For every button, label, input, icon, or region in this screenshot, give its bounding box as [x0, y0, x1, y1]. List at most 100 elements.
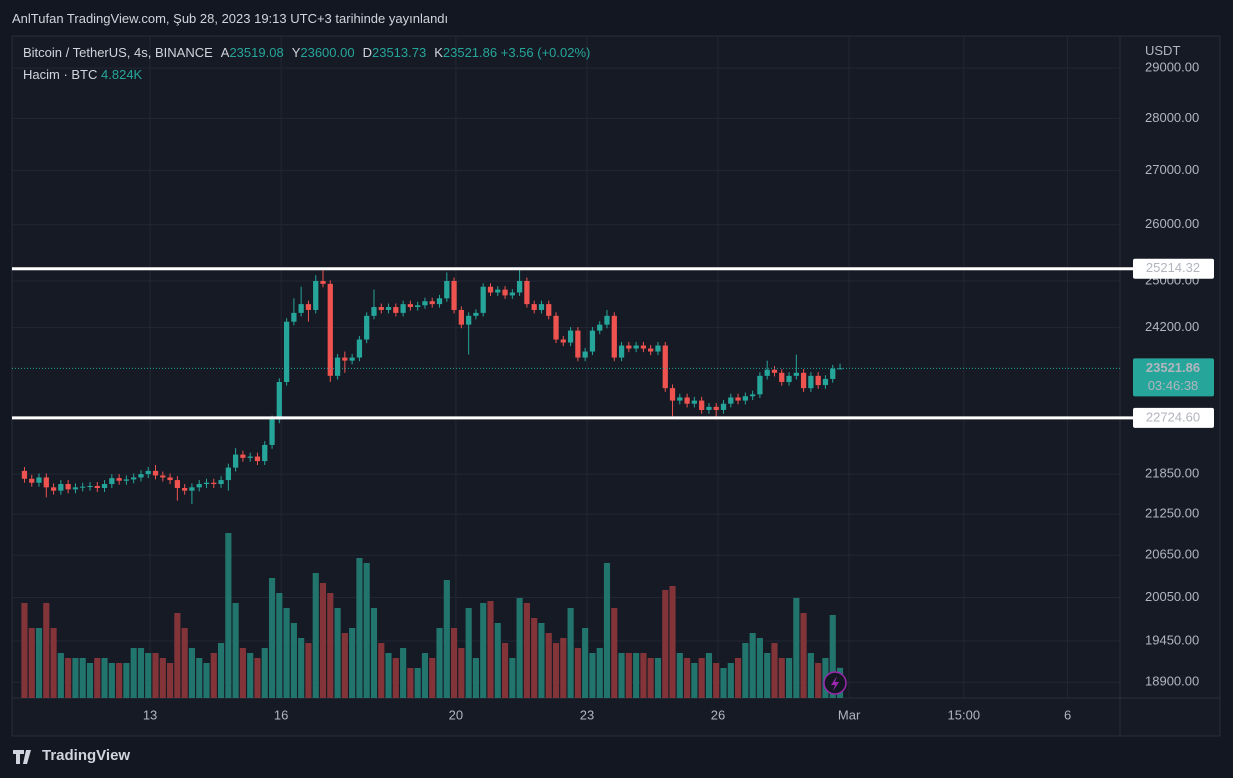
- y-tick-label: 26000.00: [1145, 216, 1199, 231]
- volume-bar: [421, 653, 429, 698]
- volume-bar: [370, 608, 378, 698]
- x-tick-label: 23: [580, 707, 594, 722]
- volume-bar: [727, 663, 734, 698]
- volume-bar: [589, 653, 596, 698]
- volume-bar: [793, 598, 800, 698]
- candle-body: [283, 321, 290, 382]
- symbol: Bitcoin / TetherUS, 4s, BINANCE: [23, 45, 213, 60]
- candle-body: [415, 305, 421, 308]
- candle-body: [385, 307, 392, 310]
- candle-body: [480, 286, 486, 313]
- overlays: 23521.86 03:46:38 25214.32 22724.60: [12, 258, 1214, 428]
- volume-bar: [654, 658, 662, 698]
- candle-body: [735, 397, 741, 401]
- volume-bar: [815, 663, 822, 698]
- publish-title: AnlTufan TradingView.com, Şub 28, 2023 1…: [12, 11, 449, 26]
- volume-bar: [734, 658, 742, 698]
- candle-body: [80, 486, 86, 488]
- candle-body: [327, 283, 333, 376]
- candle-body: [669, 388, 676, 401]
- x-tick-label: 20: [449, 707, 463, 722]
- candle-body: [36, 477, 42, 483]
- candle-body: [567, 330, 574, 343]
- candle-body: [582, 351, 588, 358]
- candle-body: [320, 280, 326, 284]
- candle-body: [123, 479, 130, 481]
- volume-bar: [341, 633, 348, 698]
- candle-body: [633, 345, 639, 349]
- y-tick-label: 28000.00: [1145, 110, 1199, 125]
- candle-body: [189, 487, 195, 491]
- volume-bar: [123, 663, 130, 698]
- volume-bar: [137, 648, 145, 698]
- field-key: K: [434, 45, 443, 60]
- volume-bar: [465, 608, 472, 698]
- candle-body: [429, 301, 435, 305]
- brand: TradingView: [42, 747, 131, 764]
- candle-body: [487, 286, 494, 293]
- candle-body: [305, 304, 312, 310]
- candle-body: [218, 480, 224, 485]
- field-key: Y: [291, 45, 301, 60]
- candle-body: [371, 307, 377, 316]
- volume-bar: [684, 658, 691, 698]
- volume-bar: [261, 648, 268, 698]
- candle-body: [516, 280, 523, 293]
- candle-body: [655, 345, 661, 352]
- y-tick-label: 18900.00: [1145, 674, 1199, 689]
- candle-body: [662, 345, 668, 389]
- candle-body: [182, 488, 188, 491]
- volume-bar: [611, 608, 618, 698]
- volume-bar: [130, 648, 137, 698]
- candle-body: [349, 357, 355, 361]
- volume-bar: [232, 603, 239, 698]
- candle-body: [232, 454, 239, 468]
- volume-bar: [698, 658, 705, 698]
- candle-body: [451, 280, 457, 310]
- volume-bar: [785, 658, 793, 698]
- field-value: 23519.08: [229, 45, 284, 60]
- volume-bar: [210, 653, 217, 698]
- candle-body: [65, 484, 71, 490]
- volume-bar: [108, 663, 115, 698]
- volume-bar: [312, 573, 319, 698]
- volume-bar: [327, 593, 334, 698]
- volume-bar: [458, 648, 465, 698]
- candle-body: [473, 312, 479, 316]
- candle-body: [691, 400, 697, 404]
- candle-body: [262, 444, 268, 462]
- volume-bar: [538, 623, 545, 698]
- ohlc-fields: A23519.08 Y23600.00 D23513.73 K23521.86: [213, 45, 497, 60]
- volume-bar: [560, 638, 567, 698]
- candle-body: [786, 375, 792, 382]
- candle-body: [400, 304, 406, 313]
- volume-bar: [429, 658, 436, 698]
- volume-bar: [625, 653, 632, 698]
- field-value: 23513.73: [371, 45, 427, 60]
- volume: [21, 533, 844, 698]
- volume-bar: [298, 638, 305, 698]
- volume-value: 4.824K: [101, 67, 143, 82]
- countdown-label: 03:46:38: [1148, 378, 1199, 393]
- volume-bar: [771, 643, 778, 698]
- x-tick-label: 6: [1064, 707, 1071, 722]
- volume-bar: [356, 558, 363, 698]
- volume-bar: [574, 648, 581, 698]
- candle-body: [43, 477, 49, 488]
- volume-bar: [145, 653, 152, 698]
- candle-body: [531, 304, 537, 310]
- candle-body: [211, 482, 217, 485]
- candle-body: [444, 280, 450, 299]
- volume-bar: [268, 578, 276, 698]
- candle-body: [160, 475, 166, 478]
- volume-bar: [523, 603, 530, 698]
- alert-bolt: [831, 676, 839, 691]
- candle-body: [116, 478, 122, 481]
- volume-bar: [72, 658, 79, 698]
- volume-bar: [807, 653, 814, 698]
- volume-bar: [800, 613, 807, 698]
- candle-body: [131, 477, 137, 480]
- volume-bar: [116, 663, 123, 698]
- candle-body: [626, 345, 632, 349]
